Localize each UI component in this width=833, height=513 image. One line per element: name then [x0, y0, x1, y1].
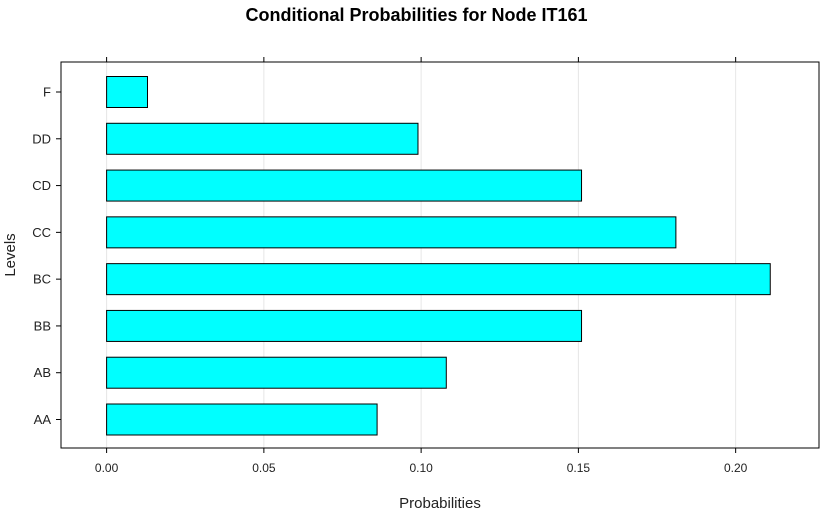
x-tick-label: 0.15 [567, 461, 591, 475]
y-tick-label-cd: CD [32, 178, 51, 193]
chart-title: Conditional Probabilities for Node IT161 [245, 5, 588, 25]
y-tick-label-cc: CC [32, 225, 51, 240]
bar-cc [106, 216, 677, 249]
bar-f [106, 76, 148, 108]
bar-aa [106, 403, 378, 436]
grid-lines [106, 62, 737, 448]
x-axis: 0.00 0.05 0.10 0.15 0.20 [95, 57, 748, 475]
y-tick-label-aa: AA [34, 412, 52, 427]
bar-bb [106, 309, 583, 342]
y-tick-label-bc: BC [33, 272, 51, 287]
y-axis: AA AB BB BC CC CD DD F [32, 85, 61, 427]
x-tick-label: 0.10 [409, 461, 433, 475]
y-tick-label-bb: BB [34, 318, 51, 333]
y-axis-label: Levels [2, 233, 19, 276]
x-axis-label: Probabilities [399, 495, 481, 512]
x-tick-label: 0.20 [724, 461, 748, 475]
y-tick-label-ab: AB [34, 365, 51, 380]
y-tick-label-f: F [43, 85, 51, 100]
plot-frame [60, 61, 820, 449]
bar-cd [106, 169, 583, 202]
y-tick-label-dd: DD [32, 131, 51, 146]
bars [106, 76, 771, 436]
x-tick-label: 0.05 [252, 461, 276, 475]
bar-ab [106, 356, 447, 389]
bar-dd [106, 122, 419, 155]
bar-bc [106, 263, 771, 296]
x-tick-label: 0.00 [95, 461, 119, 475]
